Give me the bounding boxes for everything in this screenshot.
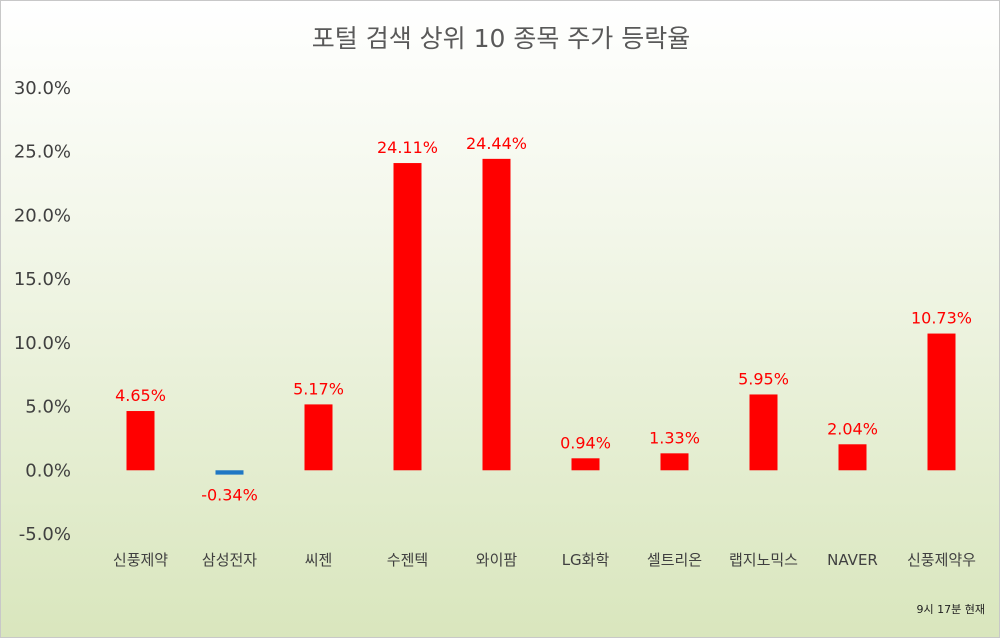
category-label: NAVER: [827, 551, 878, 569]
bar: [304, 404, 333, 471]
category-label: 수젠텍: [387, 551, 428, 569]
y-tick-label: 30.0%: [14, 78, 71, 99]
data-label: 0.94%: [560, 433, 611, 452]
data-label: 2.04%: [827, 419, 878, 438]
y-tick-label: 10.0%: [14, 333, 71, 354]
category-label: LG화학: [562, 551, 610, 569]
category-label: 신풍제약: [113, 551, 168, 569]
data-label: -0.34%: [201, 485, 258, 504]
chart-title: 포털 검색 상위 10 종목 주가 등락율: [311, 24, 691, 53]
bar: [660, 453, 689, 471]
bar: [571, 458, 600, 471]
y-tick-label: -5.0%: [19, 524, 71, 545]
category-label: 신풍제약우: [907, 551, 976, 569]
category-label: 와이팜: [476, 551, 518, 569]
y-tick-label: 15.0%: [14, 269, 71, 290]
bar: [126, 411, 155, 471]
category-label: 삼성전자: [202, 551, 257, 569]
data-label: 5.17%: [293, 379, 344, 398]
data-label: 4.65%: [115, 386, 166, 405]
category-label: 랩지노믹스: [729, 551, 798, 569]
y-tick-label: 5.0%: [25, 397, 71, 418]
data-label: 10.73%: [911, 309, 972, 328]
bar: [838, 444, 867, 471]
bar: [482, 158, 511, 471]
category-label: 씨젠: [305, 551, 333, 569]
bar: [215, 470, 244, 475]
y-tick-label: 25.0%: [14, 142, 71, 163]
category-label: 셀트리온: [647, 551, 702, 569]
data-label: 5.95%: [738, 369, 789, 388]
data-label: 24.11%: [377, 138, 438, 157]
bar: [393, 163, 422, 471]
y-tick-label: 0.0%: [25, 460, 71, 481]
bar: [749, 394, 778, 471]
timestamp-note: 9시 17분 현재: [916, 603, 985, 616]
y-tick-label: 20.0%: [14, 205, 71, 226]
data-label: 1.33%: [649, 428, 700, 447]
bar: [927, 333, 956, 471]
data-label: 24.44%: [466, 134, 527, 153]
